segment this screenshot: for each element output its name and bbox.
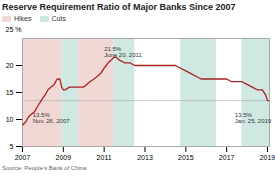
html-text:Hikes: Hikes: [14, 14, 32, 22]
svg-text:2015: 2015: [178, 154, 194, 161]
svg-text:2007: 2007: [15, 154, 31, 161]
svg-text:2013: 2013: [137, 154, 153, 161]
html-text:Reserve Requirement Ratio of M: Reserve Requirement Ratio of Major Banks…: [2, 2, 236, 12]
svg-text:10: 10: [6, 116, 14, 123]
svg-text:20: 20: [6, 62, 14, 69]
svg-text:13.5%Jan. 25, 2019: 13.5%Jan. 25, 2019: [235, 112, 272, 124]
svg-text:15: 15: [6, 89, 14, 96]
html-text:Source: People's Bank of China: Source: People's Bank of China: [2, 165, 87, 171]
svg-text:2017: 2017: [219, 154, 235, 161]
svg-text:5: 5: [10, 143, 14, 150]
html-text:Cuts: Cuts: [51, 14, 66, 22]
svg-text:2011: 2011: [97, 154, 112, 161]
svg-text:2009: 2009: [56, 154, 72, 161]
svg-text:21.5%June 20, 2011: 21.5%June 20, 2011: [104, 46, 142, 58]
svg-text:13.5%Nov. 26, 2007: 13.5%Nov. 26, 2007: [33, 112, 71, 124]
svg-text:2019: 2019: [260, 154, 275, 161]
svg-text:25 %: 25 %: [6, 26, 22, 33]
